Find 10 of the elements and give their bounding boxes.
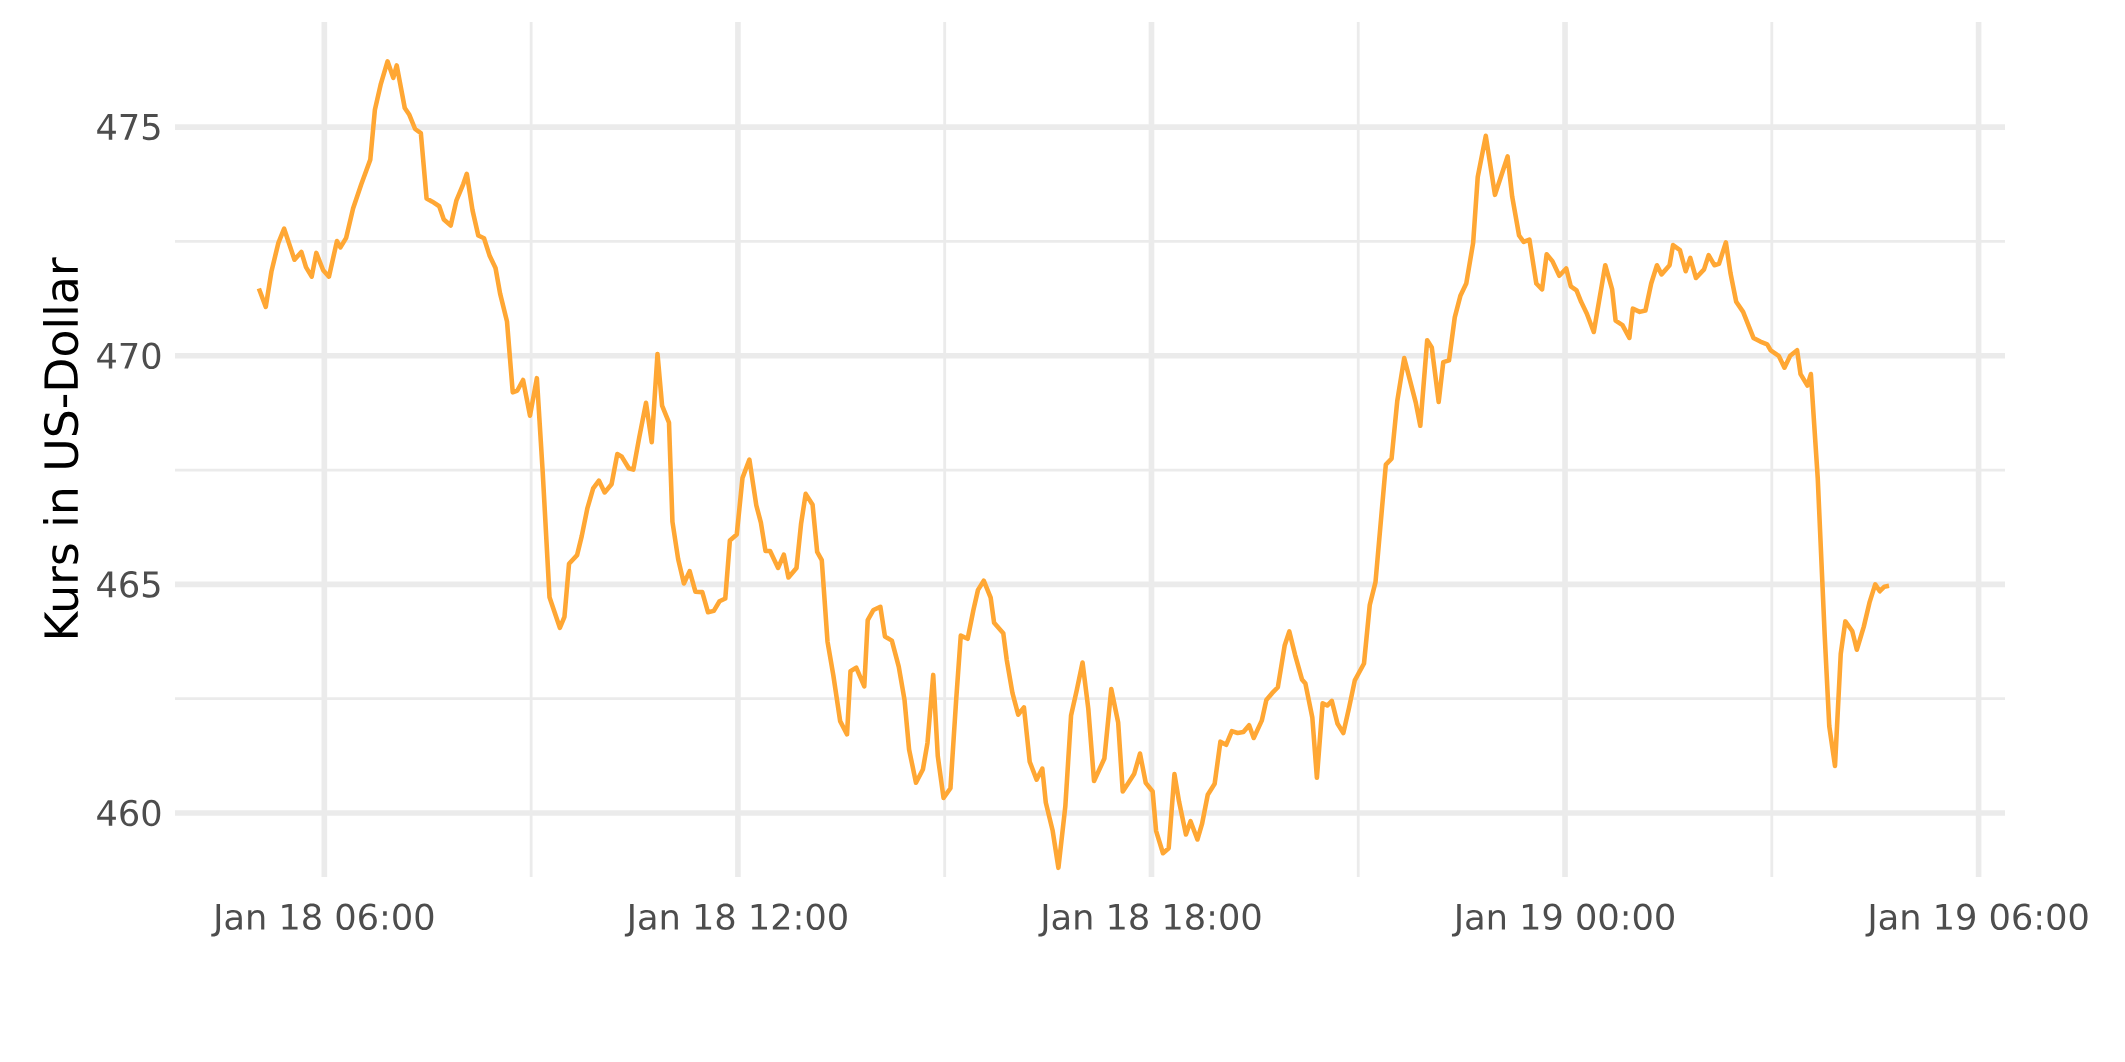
x-tick-label: Jan 18 18:00 [1038,903,1261,937]
y-tick-label: 465 [97,571,160,598]
x-tick-label: Jan 18 06:00 [211,903,434,937]
x-tick-label: Jan 19 00:00 [1451,903,1674,937]
x-tick-label: Jan 19 06:00 [1865,903,2088,937]
x-tick-label: Jan 18 12:00 [624,903,847,937]
y-tick-label: 475 [97,114,160,141]
y-axis-title: Kurs in US-Dollar [43,257,79,638]
y-tick-label: 470 [97,342,161,370]
y-tick-label: 460 [97,799,161,827]
